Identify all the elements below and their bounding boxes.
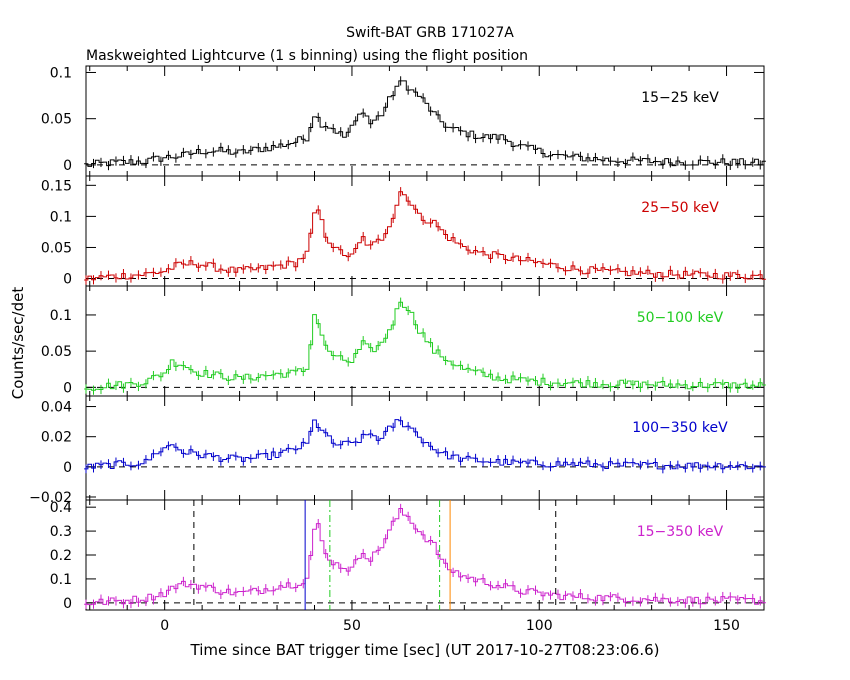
y-tick-label: 0 — [63, 380, 72, 396]
panel-4: −0.02 0 0.02 0.04 100−350 keV — [29, 395, 766, 506]
band-label: 50−100 keV — [637, 310, 724, 326]
x-tick-label: 100 — [526, 618, 553, 634]
y-tick-label: 0.4 — [50, 500, 72, 516]
chart-title: Swift-BAT GRB 171027A — [346, 25, 514, 41]
y-tick-label: −0.02 — [29, 490, 72, 506]
band-label: 15−25 keV — [641, 90, 719, 106]
y-tick-label: 0 — [63, 158, 72, 174]
y-tick-label: 0 — [63, 272, 72, 288]
y-tick-label: 0 — [63, 596, 72, 612]
x-tick-label: 50 — [343, 618, 361, 634]
panel-5: 0 0.1 0.2 0.3 0.4 15−350 keV — [50, 499, 766, 612]
lightcurve-1 — [84, 80, 766, 167]
y-tick-label: 0.05 — [41, 344, 72, 360]
chart-subtitle: Maskweighted Lightcurve (1 s binning) us… — [86, 48, 528, 64]
lightcurve-4 — [84, 419, 766, 470]
band-label: 100−350 keV — [632, 420, 728, 436]
band-label: 25−50 keV — [641, 200, 719, 216]
x-axis-title: Time since BAT trigger time [sec] (UT 20… — [190, 641, 660, 659]
panel-2: 0 0.05 0.1 0.15 25−50 keV — [41, 175, 766, 288]
lightcurve-3 — [84, 301, 766, 391]
panel-frame — [85, 175, 765, 287]
y-tick-label: 0.05 — [41, 112, 72, 128]
y-tick-label: 0.1 — [50, 209, 72, 225]
panel-frame — [85, 395, 765, 501]
x-tick-label: 0 — [160, 618, 169, 634]
y-tick-label: 0.3 — [50, 524, 72, 540]
y-tick-label: 0.1 — [50, 572, 72, 588]
y-axis-title: Counts/sec/det — [9, 287, 27, 400]
band-label: 15−350 keV — [637, 524, 724, 540]
y-tick-label: 0.1 — [50, 65, 72, 81]
panel-3: 0 0.05 0.1 50−100 keV — [41, 285, 766, 397]
x-tick-label: 150 — [713, 618, 740, 634]
y-tick-label: 0.15 — [41, 178, 72, 194]
panel-frame — [85, 65, 765, 177]
panel-frame — [85, 499, 765, 611]
y-tick-label: 0 — [63, 460, 72, 476]
y-tick-label: 0.04 — [41, 400, 72, 416]
y-tick-label: 0.2 — [50, 548, 72, 564]
panel-1: 0 0.05 0.1 15−25 keV — [41, 65, 766, 177]
y-tick-label: 0.1 — [50, 308, 72, 324]
lightcurve-2 — [84, 191, 766, 281]
y-tick-label: 0.05 — [41, 240, 72, 256]
lightcurve-5 — [84, 508, 766, 606]
y-tick-label: 0.02 — [41, 430, 72, 446]
